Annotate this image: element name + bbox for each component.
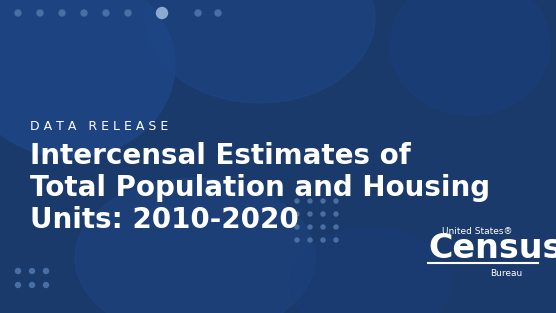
Circle shape	[43, 269, 48, 274]
Circle shape	[321, 212, 325, 216]
Circle shape	[215, 10, 221, 16]
Text: D A T A   R E L E A S E: D A T A R E L E A S E	[30, 121, 168, 134]
Circle shape	[308, 238, 312, 242]
Circle shape	[308, 225, 312, 229]
Circle shape	[295, 238, 299, 242]
Circle shape	[321, 225, 325, 229]
Text: Bureau: Bureau	[490, 269, 522, 279]
Circle shape	[308, 212, 312, 216]
Text: Census: Census	[428, 233, 556, 265]
Circle shape	[334, 212, 338, 216]
Circle shape	[103, 10, 109, 16]
Circle shape	[334, 225, 338, 229]
Circle shape	[15, 10, 21, 16]
Circle shape	[29, 269, 34, 274]
Circle shape	[334, 238, 338, 242]
Circle shape	[321, 238, 325, 242]
Ellipse shape	[75, 178, 315, 313]
Circle shape	[156, 8, 167, 18]
Circle shape	[125, 10, 131, 16]
Text: Units: 2010-2020: Units: 2010-2020	[30, 206, 299, 234]
Circle shape	[195, 10, 201, 16]
Circle shape	[16, 269, 21, 274]
Circle shape	[295, 225, 299, 229]
Text: Total Population and Housing: Total Population and Housing	[30, 174, 490, 202]
Ellipse shape	[390, 0, 550, 115]
Circle shape	[321, 199, 325, 203]
Circle shape	[295, 212, 299, 216]
Circle shape	[16, 283, 21, 288]
Circle shape	[29, 283, 34, 288]
Ellipse shape	[145, 0, 375, 103]
Circle shape	[37, 10, 43, 16]
Text: Intercensal Estimates of: Intercensal Estimates of	[30, 142, 411, 170]
Circle shape	[43, 283, 48, 288]
Ellipse shape	[290, 228, 450, 313]
Circle shape	[308, 199, 312, 203]
Circle shape	[81, 10, 87, 16]
Ellipse shape	[0, 0, 175, 157]
Circle shape	[59, 10, 65, 16]
Text: United States®: United States®	[442, 227, 513, 235]
Circle shape	[295, 199, 299, 203]
Circle shape	[334, 199, 338, 203]
